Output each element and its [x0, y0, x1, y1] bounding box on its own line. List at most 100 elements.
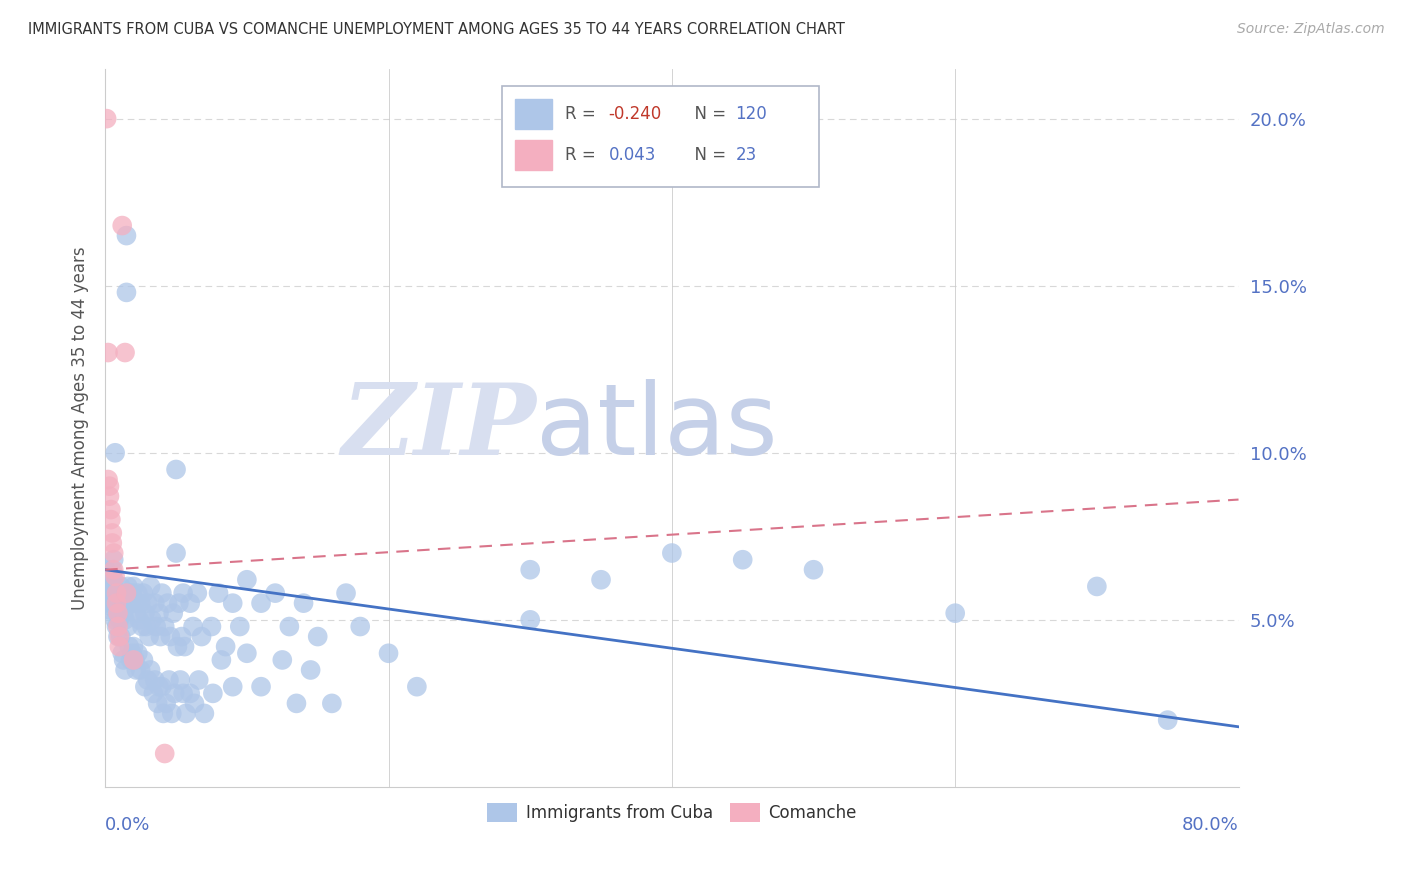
Point: [105, 586, 128, 600]
Point: [103, 563, 125, 577]
Point: [803, 563, 825, 577]
Point: [307, 630, 329, 644]
Y-axis label: Unemployment Among Ages 35 to 44 years: Unemployment Among Ages 35 to 44 years: [72, 246, 89, 609]
Point: [187, 673, 209, 687]
Point: [129, 596, 152, 610]
Point: [118, 640, 141, 654]
Point: [174, 706, 197, 721]
Point: [98, 603, 121, 617]
Point: [157, 673, 180, 687]
Point: [100, 502, 122, 516]
Point: [105, 596, 128, 610]
Point: [209, 653, 232, 667]
Point: [110, 579, 132, 593]
Point: [349, 619, 371, 633]
Point: [1085, 579, 1108, 593]
Point: [114, 613, 136, 627]
Point: [134, 606, 156, 620]
Point: [124, 596, 146, 610]
Point: [104, 586, 127, 600]
Point: [131, 619, 153, 633]
Point: [377, 646, 399, 660]
Point: [114, 345, 136, 359]
FancyBboxPatch shape: [516, 99, 551, 128]
Point: [103, 552, 125, 566]
Point: [98, 479, 121, 493]
Text: IMMIGRANTS FROM CUBA VS COMANCHE UNEMPLOYMENT AMONG AGES 35 TO 44 YEARS CORRELAT: IMMIGRANTS FROM CUBA VS COMANCHE UNEMPLO…: [28, 22, 845, 37]
Point: [101, 563, 124, 577]
Text: 80.0%: 80.0%: [1182, 815, 1239, 834]
Point: [250, 680, 273, 694]
Point: [172, 586, 194, 600]
FancyBboxPatch shape: [502, 87, 820, 187]
Point: [165, 546, 187, 560]
Point: [122, 640, 145, 654]
Text: Source: ZipAtlas.com: Source: ZipAtlas.com: [1237, 22, 1385, 37]
Point: [128, 613, 150, 627]
Text: R =: R =: [565, 145, 606, 164]
Point: [139, 579, 162, 593]
Point: [121, 586, 143, 600]
Point: [731, 552, 754, 566]
Point: [98, 590, 121, 604]
Point: [169, 673, 191, 687]
Point: [118, 586, 141, 600]
Point: [1157, 713, 1180, 727]
Point: [97, 473, 120, 487]
Point: [148, 680, 170, 694]
Text: N =: N =: [685, 145, 737, 164]
Point: [159, 630, 181, 644]
Point: [107, 606, 129, 620]
Point: [160, 706, 183, 721]
Point: [589, 573, 612, 587]
Point: [278, 619, 301, 633]
Point: [201, 686, 224, 700]
Point: [112, 653, 135, 667]
Point: [181, 619, 204, 633]
Point: [111, 219, 134, 233]
Point: [103, 573, 125, 587]
Point: [264, 586, 287, 600]
Point: [179, 686, 201, 700]
Point: [100, 573, 122, 587]
Point: [139, 663, 162, 677]
Point: [183, 697, 205, 711]
Point: [124, 653, 146, 667]
Point: [143, 673, 166, 687]
Point: [132, 653, 155, 667]
Point: [134, 680, 156, 694]
Point: [229, 619, 252, 633]
Point: [125, 663, 148, 677]
Point: [519, 613, 541, 627]
Point: [100, 586, 122, 600]
Point: [186, 586, 208, 600]
Point: [96, 563, 118, 577]
Point: [190, 630, 212, 644]
Point: [214, 640, 236, 654]
Point: [236, 646, 259, 660]
Point: [405, 680, 427, 694]
Point: [111, 596, 134, 610]
Point: [163, 686, 186, 700]
Point: [107, 606, 129, 620]
Point: [162, 606, 184, 620]
Point: [108, 630, 131, 644]
Point: [100, 599, 122, 614]
Point: [120, 653, 142, 667]
Point: [103, 546, 125, 560]
Point: [145, 619, 167, 633]
Point: [271, 653, 294, 667]
Point: [115, 228, 138, 243]
Point: [104, 569, 127, 583]
Point: [156, 596, 179, 610]
Point: [153, 747, 176, 761]
Point: [100, 513, 122, 527]
Point: [111, 646, 134, 660]
Point: [132, 586, 155, 600]
Text: ZIP: ZIP: [340, 379, 536, 476]
Point: [292, 596, 315, 610]
Point: [236, 573, 259, 587]
Point: [122, 579, 145, 593]
Point: [107, 619, 129, 633]
Point: [207, 586, 229, 600]
